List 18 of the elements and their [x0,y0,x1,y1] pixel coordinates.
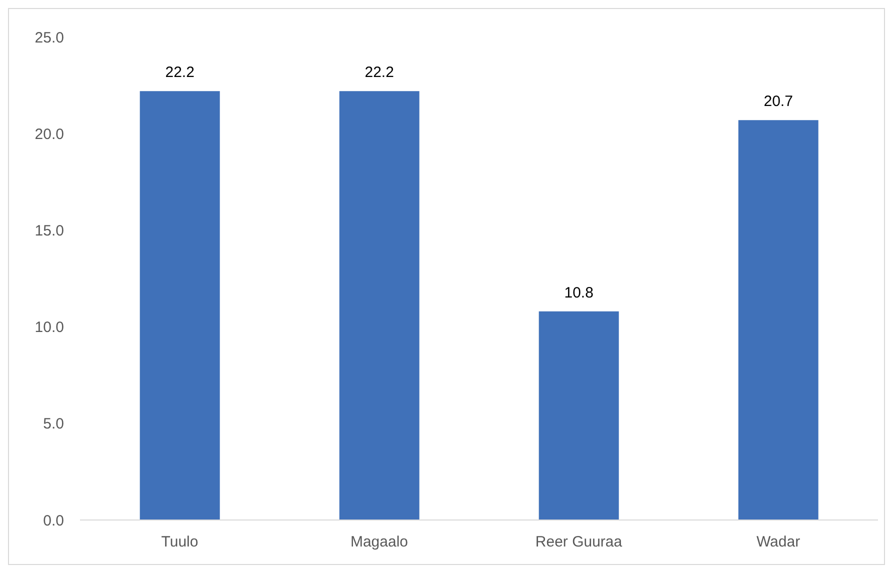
bar [738,120,818,520]
x-tick-label: Magaalo [350,534,408,551]
y-tick-label: 5.0 [43,416,64,433]
y-tick-label: 25.0 [34,29,64,46]
x-tick-label: Reer Guuraa [535,534,623,551]
y-tick-label: 15.0 [34,222,64,240]
x-tick-label: Tuulo [161,534,198,551]
data-label: 22.2 [165,64,194,82]
data-label: 20.7 [764,93,793,110]
bar [538,311,619,520]
y-tick-label: 20.0 [34,126,64,143]
y-tick-label: 10.0 [34,319,64,336]
data-label: 10.8 [564,284,594,302]
y-tick-label: 0.0 [43,512,64,530]
bar [140,91,220,520]
data-label: 22.2 [364,64,394,82]
x-tick-label: Wadar [756,534,800,551]
bar [339,91,420,520]
